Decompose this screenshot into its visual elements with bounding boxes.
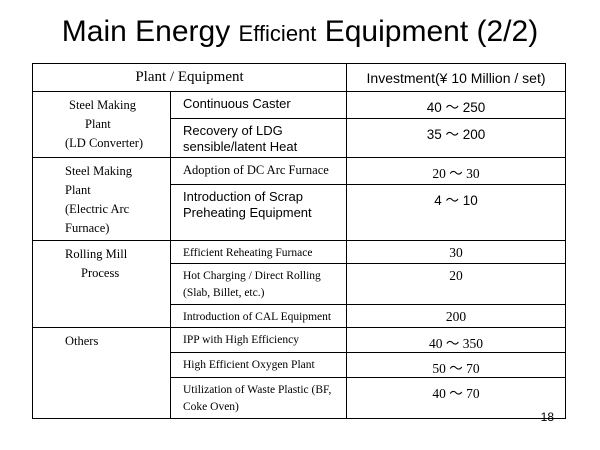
plant-cell-rolling-mill: Rolling Mill Process — [32, 240, 171, 328]
investment-cell: 30 — [346, 240, 567, 264]
plant-line: Process — [81, 266, 120, 280]
plant-line: Steel Making — [69, 98, 137, 112]
title-part-3: Equipment (2/2) — [316, 15, 539, 48]
table-row: Introduction of CAL Equipment 200 — [33, 304, 567, 328]
investment-cell: 200 — [346, 304, 567, 328]
equipment-cell: Continuous Caster — [169, 91, 348, 119]
table-row: High Efficient Oxygen Plant 50 ～ 70 — [33, 352, 567, 378]
equipment-cell: Utilization of Waste Plastic (BF, Coke O… — [169, 377, 348, 419]
table-row: Steel Making Plant (Electric Arc Furnace… — [32, 157, 567, 241]
investment-cell: 35 ～ 200 — [346, 118, 567, 158]
plant-line: Furnace) — [65, 221, 110, 235]
table-row: Recovery of LDG sensible/latent Heat 35 … — [33, 118, 567, 158]
plant-line: (Electric Arc — [65, 202, 130, 216]
equipment-cell: Hot Charging / Direct Rolling (Slab, Bil… — [169, 263, 348, 305]
table-row: Utilization of Waste Plastic (BF, Coke O… — [33, 377, 567, 419]
investment-cell: 40 ～ 70 — [346, 377, 567, 419]
header-investment: Investment(¥ 10 Million / set) — [346, 63, 567, 92]
table-row: Introduction of Scrap Preheating Equipme… — [33, 183, 567, 242]
equipment-cell: Recovery of LDG sensible/latent Heat — [169, 118, 348, 158]
investment-cell: 4 ～ 10 — [346, 183, 567, 242]
title-part-2: Efficient — [238, 21, 317, 46]
table-row: Others IPP with High Efficiency 40 ～ 350 — [32, 327, 567, 419]
equipment-cell: Efficient Reheating Furnace — [169, 240, 348, 264]
investment-cell: 20 ～ 30 — [346, 157, 567, 185]
plant-cell-others: Others — [32, 327, 171, 419]
slide-title: Main Energy Efficient Equipment (2/2) — [0, 14, 600, 52]
plant-line: Others — [65, 334, 99, 348]
page-number: 18 — [540, 410, 554, 424]
table-row: Hot Charging / Direct Rolling (Slab, Bil… — [33, 263, 567, 305]
investment-cell: 40 ～ 350 — [346, 327, 567, 353]
header-plant-equipment: Plant / Equipment — [31, 63, 348, 92]
plant-line: Rolling Mill — [65, 247, 128, 261]
plant-line: (LD Converter) — [65, 136, 144, 150]
plant-line: Plant — [85, 117, 111, 131]
equipment-cell: Introduction of CAL Equipment — [169, 304, 348, 328]
plant-line: Plant — [65, 183, 91, 197]
equipment-cell: Introduction of Scrap Preheating Equipme… — [169, 183, 348, 242]
plant-cell-ld-converter: Steel Making Plant (LD Converter) — [32, 91, 171, 158]
investment-cell: 20 — [346, 263, 567, 305]
title-part-1: Main Energy — [61, 15, 239, 48]
equipment-cell: IPP with High Efficiency — [169, 327, 348, 353]
equipment-cell: Adoption of DC Arc Furnace — [169, 157, 348, 185]
plant-cell-electric-arc-furnace: Steel Making Plant (Electric Arc Furnace… — [32, 157, 171, 241]
table-header-row: Plant / Equipment Investment(¥ 10 Millio… — [31, 63, 567, 92]
investment-cell: 50 ～ 70 — [346, 352, 567, 378]
plant-line: Steel Making — [65, 164, 133, 178]
equipment-cell: High Efficient Oxygen Plant — [169, 352, 348, 378]
table-row: Steel Making Plant (LD Converter) Contin… — [32, 91, 567, 158]
table-row: Rolling Mill Process Efficient Reheating… — [32, 240, 567, 328]
investment-cell: 40 ～ 250 — [346, 91, 567, 119]
equipment-table: Plant / Equipment Investment(¥ 10 Millio… — [31, 63, 567, 419]
